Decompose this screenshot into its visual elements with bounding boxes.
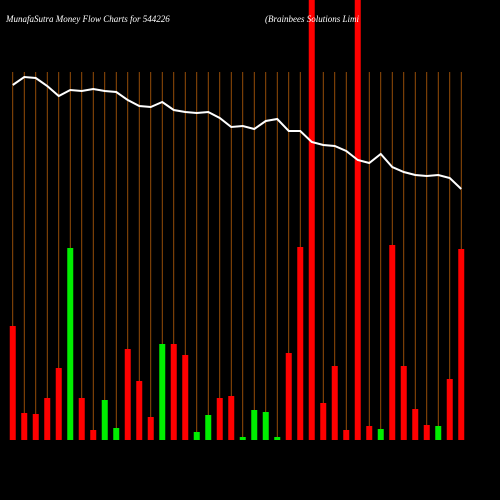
bar: [205, 415, 212, 440]
bar: [113, 428, 120, 440]
bar: [67, 248, 74, 440]
bar: [446, 379, 453, 440]
bar: [44, 398, 51, 440]
bar: [228, 396, 235, 440]
bar: [377, 429, 384, 440]
bar: [412, 409, 419, 440]
bar: [147, 417, 154, 440]
bar: [55, 368, 62, 440]
bar: [343, 430, 350, 440]
bar: [423, 425, 430, 440]
bars: [9, 0, 465, 440]
lines: [12, 75, 462, 190]
bar: [458, 249, 465, 440]
bar: [193, 432, 200, 440]
bar: [262, 412, 269, 440]
bar: [136, 381, 143, 440]
bar: [124, 349, 131, 440]
bar: [320, 403, 327, 440]
bar: [251, 410, 258, 440]
bar: [101, 400, 108, 440]
bar: [297, 247, 304, 440]
bar: [32, 414, 39, 440]
bar: [285, 353, 292, 440]
bar: [366, 426, 373, 440]
bar: [354, 0, 361, 440]
bar: [170, 344, 177, 440]
bar: [274, 437, 281, 440]
chart-title: MunafaSutra Money Flow Charts for 544226: [5, 14, 170, 24]
bar: [9, 326, 16, 440]
bar: [182, 355, 189, 440]
bar: [159, 344, 166, 440]
bar: [239, 437, 246, 440]
bar: [216, 398, 223, 440]
bar: [21, 413, 28, 440]
bar: [331, 366, 338, 440]
bar: [389, 245, 396, 440]
bar: [400, 366, 407, 440]
bar: [308, 0, 315, 440]
line: [12, 75, 462, 190]
chart-subtitle: (Brainbees Solutions Limi: [265, 14, 359, 24]
bar: [435, 426, 442, 440]
bar: [90, 430, 97, 440]
bar: [78, 398, 85, 440]
